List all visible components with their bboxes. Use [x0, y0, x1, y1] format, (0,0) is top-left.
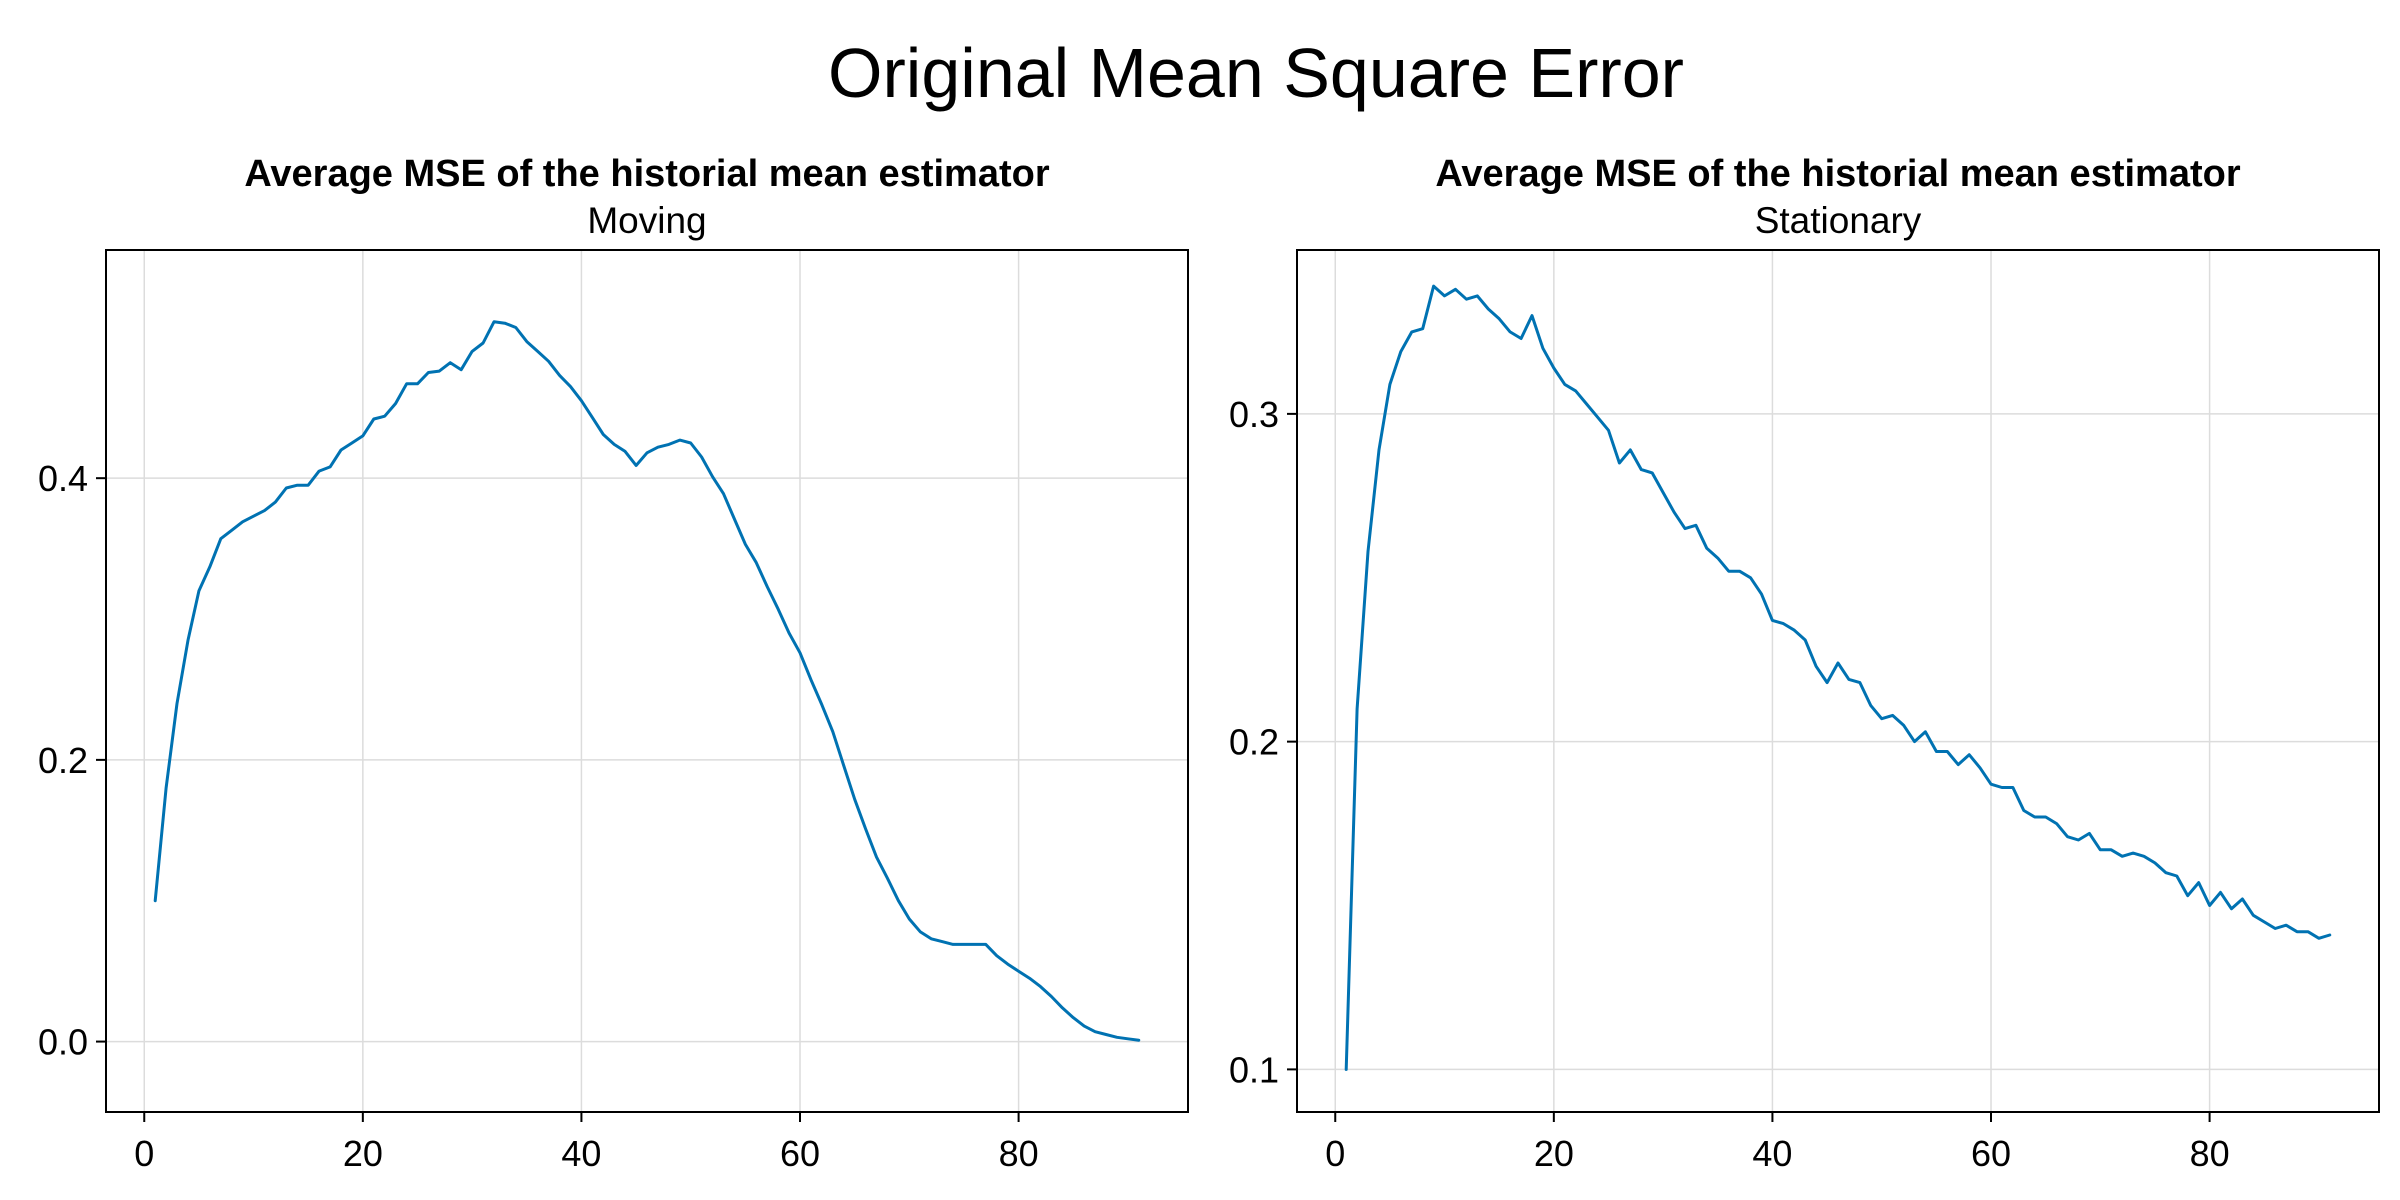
- panel-stationary: Average MSE of the historial mean estima…: [1229, 153, 2380, 1174]
- y-ticks: 0.1 0.2 0.3: [1229, 394, 1297, 1090]
- x-tick-label: 20: [343, 1133, 383, 1174]
- y-ticks: 0.0 0.2 0.4: [38, 458, 106, 1063]
- panel-moving: Average MSE of the historial mean estima…: [38, 153, 1189, 1174]
- x-tick-label: 80: [999, 1133, 1039, 1174]
- series-line: [1344, 284, 2332, 1071]
- plot-frame: [105, 249, 1189, 1113]
- x-tick-label: 20: [1534, 1133, 1574, 1174]
- x-ticks: 0 20 40 60 80: [1325, 1112, 2230, 1174]
- x-ticks: 0 20 40 60 80: [134, 1112, 1039, 1174]
- x-tick-label: 80: [2190, 1133, 2230, 1174]
- x-gridlines: [1334, 250, 2211, 1112]
- y-gridlines: [1297, 413, 2379, 1071]
- x-tick-label: 40: [1752, 1133, 1792, 1174]
- y-gridlines: [106, 477, 1188, 1043]
- panel-title: Average MSE of the historial mean estima…: [244, 153, 1049, 195]
- panel-title: Average MSE of the historial mean estima…: [1435, 153, 2240, 195]
- x-tick-label: 40: [561, 1133, 601, 1174]
- figure-title: Original Mean Square Error: [828, 34, 1684, 112]
- plot-frame: [1296, 249, 2380, 1113]
- x-tick-label: 60: [1971, 1133, 2011, 1174]
- panel-subtitle: Moving: [587, 200, 706, 241]
- y-tick-label: 0.3: [1229, 394, 1279, 435]
- x-tick-label: 0: [1325, 1133, 1345, 1174]
- y-tick-label: 0.0: [38, 1022, 88, 1063]
- y-tick-label: 0.4: [38, 458, 88, 499]
- y-tick-label: 0.1: [1229, 1049, 1279, 1090]
- panel-subtitle: Stationary: [1755, 200, 1922, 241]
- x-tick-label: 60: [780, 1133, 820, 1174]
- x-tick-label: 0: [134, 1133, 154, 1174]
- y-tick-label: 0.2: [1229, 722, 1279, 763]
- series-line: [153, 320, 1141, 1042]
- y-tick-label: 0.2: [38, 740, 88, 781]
- x-gridlines: [143, 250, 1020, 1112]
